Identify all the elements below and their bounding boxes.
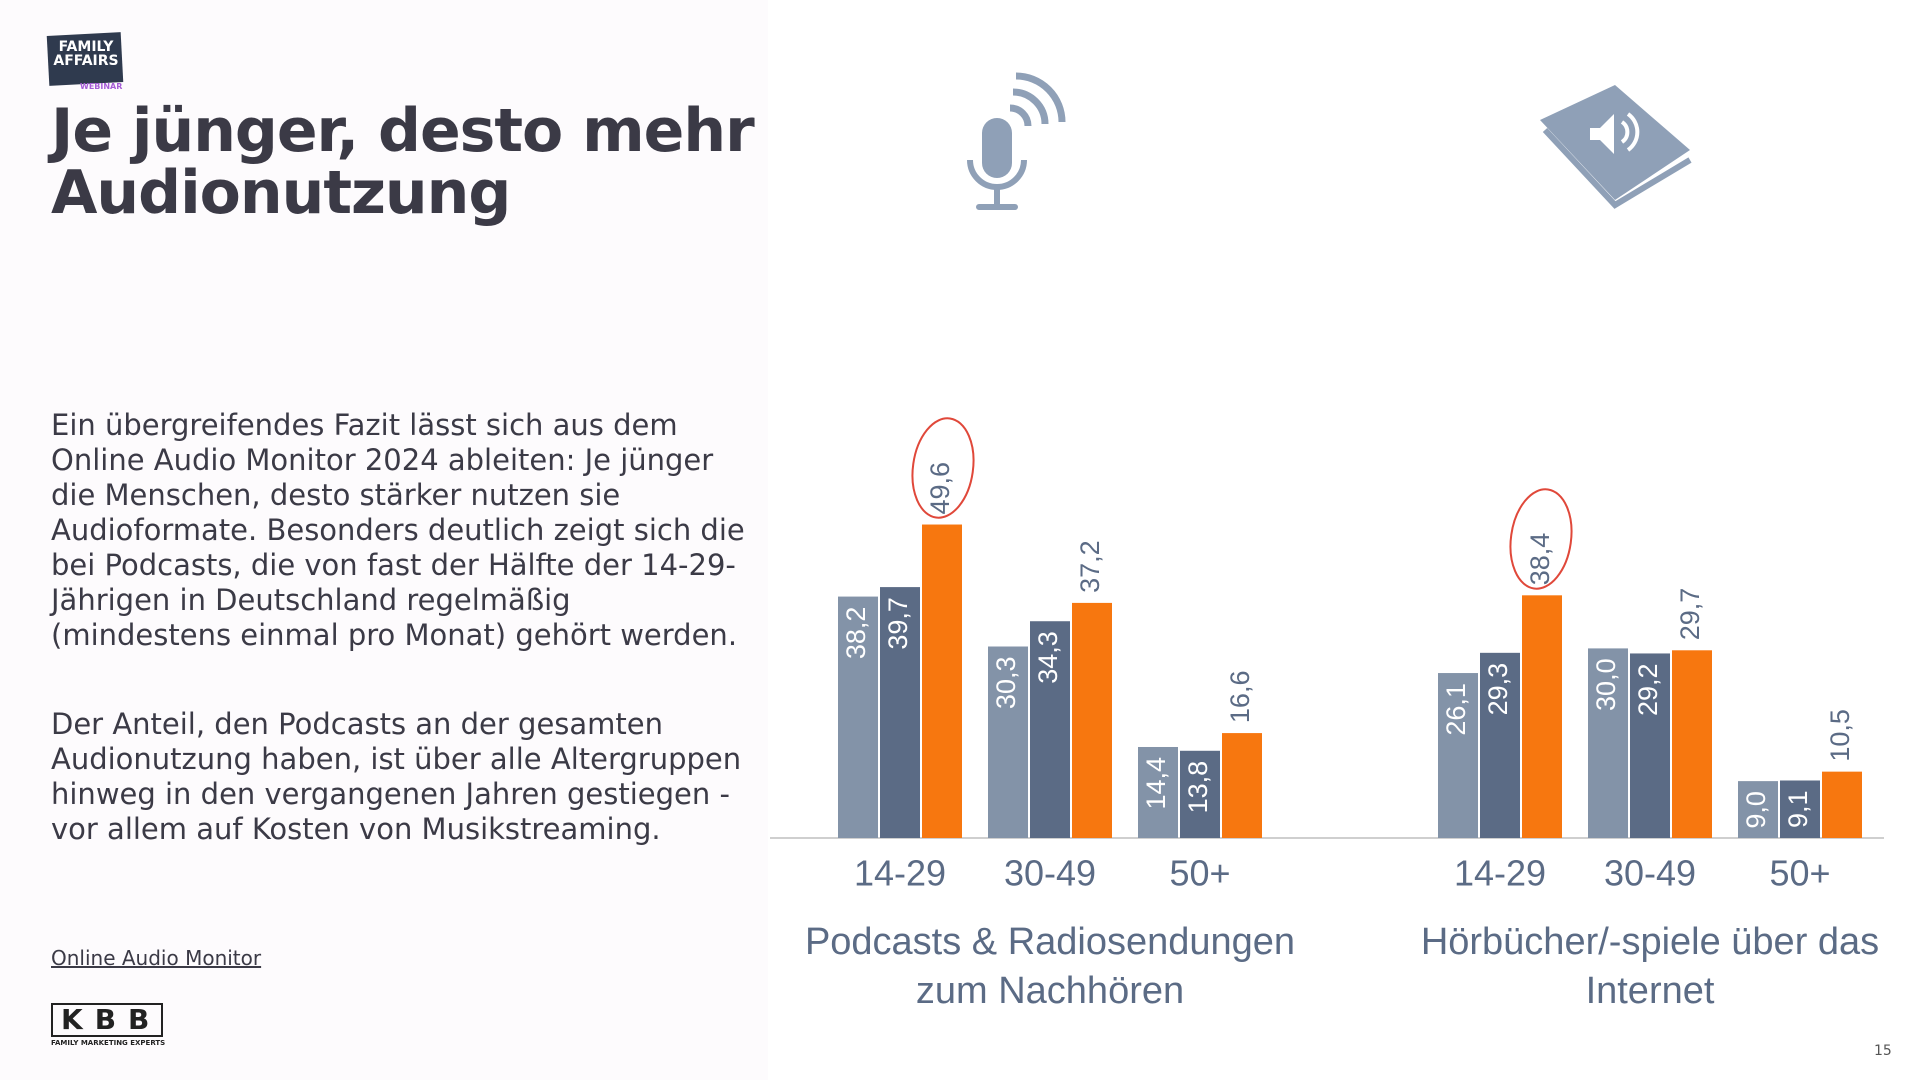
bar [1222, 733, 1262, 838]
x-tick-label: 50+ [1169, 853, 1230, 894]
value-label: 13,8 [1183, 761, 1213, 814]
x-tick-label: 50+ [1769, 853, 1830, 894]
bar [1030, 621, 1070, 838]
value-label: 30,0 [1591, 658, 1621, 711]
value-label: 38,4 [1525, 533, 1555, 586]
bar [1180, 750, 1220, 838]
value-label: 9,1 [1783, 790, 1813, 828]
x-tick-label: 14-29 [854, 853, 946, 894]
value-label: 14,4 [1141, 757, 1171, 810]
bar [1630, 653, 1670, 838]
x-tick-label: 30-49 [1604, 853, 1696, 894]
bar [922, 524, 962, 838]
paragraph: Ein übergreifendes Fazit lässt sich aus … [51, 408, 745, 652]
logo-text: FAMILY AFFAIRS [53, 39, 119, 69]
bar [1138, 746, 1178, 838]
value-label: 37,2 [1075, 540, 1105, 593]
bar [1480, 652, 1520, 838]
value-label: 29,2 [1633, 663, 1663, 716]
bar [1780, 780, 1820, 838]
page-number: 15 [1874, 1043, 1892, 1059]
source-link[interactable]: Online Audio Monitor [51, 946, 262, 970]
bar [838, 596, 878, 838]
highlight-circle [1509, 488, 1573, 590]
bar [1588, 648, 1628, 838]
bar [1822, 771, 1862, 838]
bar [988, 646, 1028, 838]
chart-title: Hörbücher/-spiele über das Internet [1420, 921, 1880, 1012]
value-label: 16,6 [1225, 671, 1255, 724]
highlight-circle [911, 417, 975, 519]
bar [1672, 650, 1712, 838]
logo-sub: WEBINAR [80, 82, 123, 91]
bar [1738, 781, 1778, 838]
x-tick-label: 30-49 [1004, 853, 1096, 894]
value-label: 30,3 [991, 657, 1021, 710]
bar [1438, 673, 1478, 838]
paragraph: Der Anteil, den Podcasts an der gesamten… [51, 707, 742, 846]
chart-title: Podcasts & Radiosendungen zum Nachhören [804, 921, 1296, 1012]
value-label: 39,7 [883, 597, 913, 650]
value-label: 49,6 [925, 462, 955, 515]
audiobook-icon [1540, 85, 1692, 209]
slide-title: Je jünger, desto mehr Audionutzung [51, 96, 755, 228]
value-label: 29,3 [1483, 663, 1513, 716]
bar [1522, 595, 1562, 838]
x-tick-label: 14-29 [1454, 853, 1546, 894]
microphone-icon [967, 72, 1066, 210]
bar [1072, 602, 1112, 838]
value-label: 38,2 [841, 607, 871, 660]
kbb-sub: FAMILY MARKETING EXPERTS [51, 1039, 166, 1047]
kbb-logo: KBB [51, 1003, 164, 1037]
bar [880, 587, 920, 838]
value-label: 10,5 [1825, 709, 1855, 762]
value-label: 26,1 [1441, 683, 1471, 736]
value-label: 29,7 [1675, 588, 1705, 641]
value-label: 34,3 [1033, 631, 1063, 684]
value-label: 9,0 [1741, 791, 1771, 829]
